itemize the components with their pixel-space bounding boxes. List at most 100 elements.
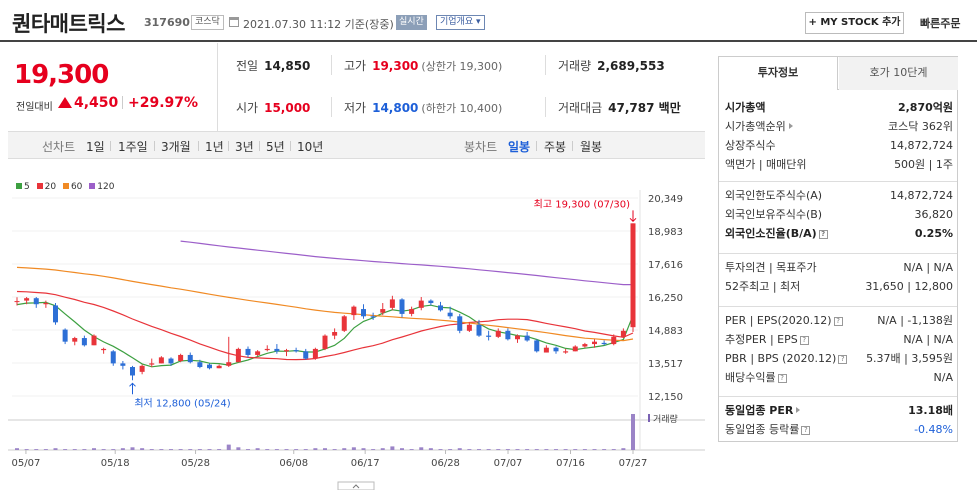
divider xyxy=(331,97,332,117)
invest-row-label: 시가총액 xyxy=(725,101,766,114)
help-icon[interactable]: ? xyxy=(799,336,809,345)
volume-bar xyxy=(111,449,116,450)
lower-limit: (하한가 10,400) xyxy=(421,102,503,115)
candle-body xyxy=(43,303,49,305)
invest-row-value: 14,872,724 xyxy=(890,139,953,152)
volume-bar xyxy=(274,449,279,450)
tab-line-1y[interactable]: 1년 xyxy=(205,140,224,154)
legend-swatch-ma5 xyxy=(16,183,22,189)
candle-body xyxy=(341,316,347,331)
tab-line-5y[interactable]: 5년 xyxy=(266,140,285,154)
candle-body xyxy=(197,362,203,368)
tab-candle-daily[interactable]: 일봉 xyxy=(508,140,531,154)
candle-body xyxy=(110,351,116,364)
divider xyxy=(198,141,199,151)
legend-ma120: 120 xyxy=(97,182,115,192)
invest-row-value: 0.25% xyxy=(914,227,953,240)
invest-row-value: 13.18배 xyxy=(908,404,953,417)
volume-bar xyxy=(101,449,106,450)
candle-body xyxy=(226,362,232,366)
divider xyxy=(110,141,111,151)
chevron-right-icon[interactable] xyxy=(788,123,793,129)
candle-body xyxy=(245,348,251,355)
tab-candle-weekly[interactable]: 주봉 xyxy=(544,140,567,154)
help-icon[interactable]: ? xyxy=(801,426,811,435)
line-chart-label: 선차트 xyxy=(42,140,76,154)
y-tick-label: 14,883 xyxy=(648,326,683,337)
volume-bar xyxy=(602,449,607,450)
quote-grid: 전일 14,850 고가 19,300 (상한가 19,300) 거래량 2,689,5… xyxy=(219,43,705,131)
divider xyxy=(719,306,957,307)
legend-swatch-ma20 xyxy=(36,183,43,189)
candle-body xyxy=(380,309,386,313)
volume-bar xyxy=(371,449,376,450)
volume-bar xyxy=(92,448,96,450)
invest-tabs: 투자정보 호가 10단계 xyxy=(719,57,958,90)
help-icon[interactable]: ? xyxy=(818,230,828,239)
tab-line-1w[interactable]: 1주일 xyxy=(118,140,148,154)
invest-row-label: 외국인한도주식수(A) xyxy=(725,189,823,202)
invest-row-label: 상장주식수 xyxy=(725,139,776,152)
invest-row-value: 500원 | 1주 xyxy=(894,158,953,171)
y-tick-label: 18,983 xyxy=(648,227,683,238)
candle-body xyxy=(62,329,68,342)
quick-order-link[interactable]: 빠른주문 xyxy=(920,17,961,30)
candle-body xyxy=(630,223,636,328)
candle-body xyxy=(553,347,559,352)
candle-body xyxy=(515,335,520,340)
candle-body xyxy=(168,358,174,364)
tab-orderbook[interactable]: 호가 10단계 xyxy=(839,57,958,90)
divider xyxy=(122,96,123,109)
volume-bar xyxy=(217,449,222,450)
invest-row-label: 외국인보유주식수(B) xyxy=(725,208,823,221)
prev-close-label: 전일 xyxy=(236,59,259,73)
volume-bar xyxy=(505,449,510,450)
tab-line-3m[interactable]: 3개월 xyxy=(161,140,191,154)
tab-candle-monthly[interactable]: 월봉 xyxy=(580,140,603,154)
invest-row-value: 5.37배 | 3,595원 xyxy=(866,352,953,365)
chart-period-tabs: 선차트 1일 1주일 3개월 1년 3년 5년 10년 봉차트 일봉 주봉 월봉 xyxy=(8,131,705,159)
volume-bar xyxy=(24,449,29,450)
invest-row: PER | EPS(2020.12)? N/A | -1,138원 xyxy=(725,312,953,330)
realtime-badge[interactable]: 실시간 xyxy=(396,15,427,30)
tab-line-1d[interactable]: 1일 xyxy=(86,140,105,154)
company-info-dropdown[interactable]: 기업개요 ▾ xyxy=(436,15,485,30)
candle-body xyxy=(572,346,578,352)
change-label: 전일대비 xyxy=(16,102,53,113)
candle-body xyxy=(255,351,261,355)
chevron-right-icon[interactable] xyxy=(796,407,801,413)
tab-line-10y[interactable]: 10년 xyxy=(297,140,324,154)
help-icon[interactable]: ? xyxy=(838,355,848,364)
volume-bar xyxy=(313,448,318,450)
volume-bar xyxy=(188,449,193,450)
invest-row-value: N/A | N/A xyxy=(903,333,953,346)
tab-invest-info[interactable]: 투자정보 xyxy=(719,57,838,90)
invest-row: PBR | BPS (2020.12)? 5.37배 | 3,595원 xyxy=(725,350,953,368)
help-icon[interactable]: ? xyxy=(833,317,843,326)
volume-bar xyxy=(534,449,539,450)
chart-legend: 5 20 60 120 xyxy=(12,182,114,192)
add-mystock-button[interactable]: + MY STOCK 추가 xyxy=(805,12,904,34)
volume-bar xyxy=(390,446,395,450)
ma-line-120 xyxy=(180,240,633,286)
y-tick-label: 17,616 xyxy=(648,260,683,271)
invest-row: 시가총액 2,870억원 xyxy=(725,99,953,117)
volume-bar xyxy=(15,448,19,450)
volume-bar xyxy=(621,448,626,450)
candle-body xyxy=(81,338,87,346)
help-icon[interactable]: ? xyxy=(777,374,787,383)
invest-row-label: 추정PER | EPS? xyxy=(725,331,809,349)
volume-bar xyxy=(149,449,154,450)
invest-row-value: 31,650 | 12,800 xyxy=(865,280,953,293)
x-tick-label: 05/18 xyxy=(101,458,130,469)
price-chart[interactable]: 5 20 60 120 20,349 18,983 17,616 16,250 14,8… xyxy=(8,160,705,491)
candle-body xyxy=(524,335,530,341)
candle-body xyxy=(139,365,145,372)
invest-row: 동일업종 등락률? -0.48% xyxy=(725,421,953,439)
volume-bar xyxy=(82,449,87,450)
candle-body xyxy=(158,357,164,364)
volume-bar xyxy=(563,449,568,450)
tab-line-3y[interactable]: 3년 xyxy=(235,140,254,154)
candle-body xyxy=(592,341,597,345)
candle-body xyxy=(370,316,376,318)
